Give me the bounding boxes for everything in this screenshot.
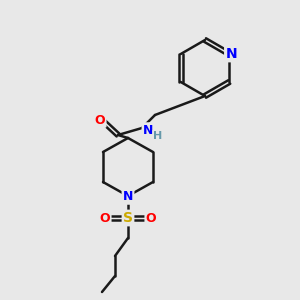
Text: O: O <box>146 212 156 224</box>
Text: O: O <box>95 113 105 127</box>
Text: S: S <box>123 211 133 225</box>
Text: N: N <box>225 47 237 61</box>
Text: O: O <box>100 212 110 224</box>
Text: N: N <box>143 124 153 136</box>
Text: H: H <box>153 131 163 141</box>
Text: N: N <box>123 190 133 203</box>
